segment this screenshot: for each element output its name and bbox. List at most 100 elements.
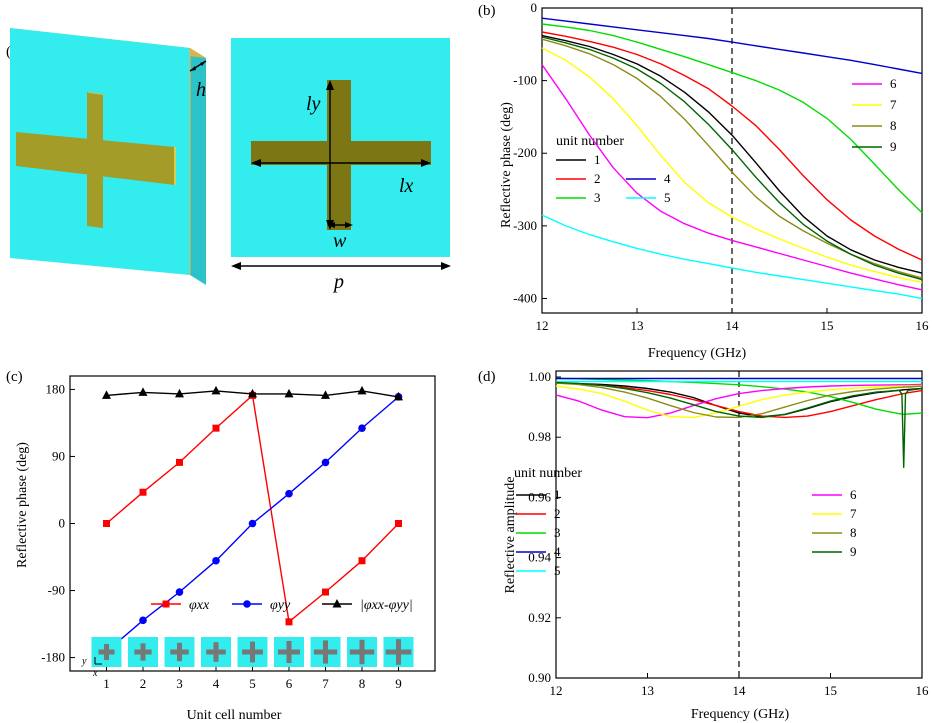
panel-b: (b) Frequency (GHz) Reflective phase (de… — [478, 0, 929, 361]
c-x-axis-label: Unit cell number — [187, 708, 282, 723]
y-tick-label: 180 — [46, 381, 66, 396]
arrow-head-icon — [326, 80, 334, 90]
legend-label: 7 — [890, 97, 897, 112]
data-point-triangle — [138, 387, 148, 396]
legend-label: 3 — [594, 190, 601, 205]
data-point-circle — [248, 519, 257, 528]
legend-label: 5 — [664, 190, 671, 205]
thumbnail-cross-horizontal — [385, 649, 412, 655]
d-legend-title: unit number — [514, 466, 582, 481]
panel-a: (a) h ly lx w — [6, 28, 451, 293]
legend-marker-triangle — [332, 599, 342, 608]
x-tick-label: 15 — [824, 683, 837, 698]
y-tick-label: -200 — [513, 145, 537, 160]
data-point-circle — [358, 424, 366, 432]
legend-marker-square — [162, 600, 170, 608]
panel-label-b: (b) — [478, 3, 496, 19]
thumbnail-cross-horizontal — [98, 649, 115, 655]
data-point-triangle — [357, 385, 367, 395]
x-tick-label: 8 — [359, 676, 366, 691]
x-tick-label: 13 — [641, 683, 654, 698]
x-tick-label: 16 — [916, 318, 930, 333]
x-tick-label: 9 — [395, 676, 402, 691]
data-point-triangle — [248, 388, 257, 398]
data-point-circle — [175, 588, 184, 596]
legend-label: 4 — [554, 544, 561, 559]
y-tick-label: 0 — [59, 516, 66, 531]
series-line-unit-7 — [555, 384, 923, 419]
thumbnail-cross-horizontal — [170, 649, 189, 655]
series-line-unit-6 — [541, 64, 923, 291]
data-point-triangle — [175, 388, 184, 398]
arrow-head-icon — [421, 159, 431, 167]
b-legend-title: unit number — [556, 134, 624, 149]
x-tick-label: 5 — [249, 676, 256, 691]
y-tick-label: -100 — [513, 73, 537, 88]
panel-label-d: (d) — [478, 369, 496, 385]
y-tick-label: 90 — [52, 448, 65, 463]
series-line-unit-9 — [541, 36, 923, 281]
data-point-square — [358, 557, 366, 565]
arrow-head-icon — [190, 66, 196, 71]
series-line-unit-8 — [555, 382, 923, 419]
x-tick-label: 6 — [286, 676, 293, 691]
legend-label: φyy — [270, 598, 291, 613]
label-h: h — [196, 79, 206, 101]
thumbnail-cross-horizontal — [349, 649, 375, 655]
b-x-axis-label: Frequency (GHz) — [648, 346, 747, 361]
cross-horizontal-bar — [16, 132, 175, 185]
arrow-head-icon — [200, 61, 206, 66]
x-tick-label: 13 — [631, 318, 644, 333]
panel-c: (c) Unit cell number Reflective phase (d… — [6, 369, 436, 723]
label-w: w — [333, 230, 347, 252]
top-view-horizontal-bar — [251, 141, 431, 165]
arrow-head-icon — [441, 262, 451, 270]
x-tick-label: 3 — [176, 676, 183, 691]
legend-label: 4 — [664, 171, 671, 186]
legend-label: 6 — [850, 487, 857, 502]
data-point-square — [139, 488, 147, 496]
label-lx: lx — [399, 175, 414, 197]
orientation-y-label: y — [81, 656, 87, 667]
legend-label: 6 — [890, 76, 897, 91]
data-point-triangle — [284, 388, 294, 398]
y-tick-label: 0.98 — [528, 429, 551, 444]
y-tick-label: 0.92 — [528, 610, 551, 625]
data-point-triangle — [321, 390, 330, 399]
cross-highlight — [87, 92, 105, 95]
legend-label: 1 — [594, 152, 601, 167]
data-point-circle — [139, 616, 147, 625]
y-tick-label: 1.00 — [528, 369, 551, 384]
legend-label: 5 — [554, 563, 561, 578]
data-point-square — [285, 618, 293, 626]
legend-label: 7 — [850, 506, 857, 521]
data-point-circle — [321, 458, 330, 467]
arrow-head-icon — [231, 262, 241, 270]
series-line-unit-1 — [541, 34, 923, 274]
arrow-head-icon — [345, 222, 353, 228]
data-point-square — [212, 424, 220, 432]
c-y-axis-label: Reflective phase (deg) — [15, 442, 30, 568]
label-ly: ly — [306, 93, 321, 115]
panel-label-c: (c) — [6, 369, 23, 385]
y-tick-label: 0 — [531, 0, 538, 15]
y-tick-label: -400 — [513, 290, 537, 305]
b-y-axis-label: Reflective phase (deg) — [499, 102, 514, 228]
y-tick-label: -90 — [48, 583, 65, 598]
data-point-square — [322, 588, 329, 596]
legend-label: φxx — [189, 598, 210, 613]
legend-label: 3 — [554, 525, 561, 540]
series-line-unit-2 — [541, 31, 923, 261]
panel-d: (d) Frequency (GHz) Reflective amplitude… — [478, 369, 929, 722]
data-point-square — [395, 520, 402, 527]
legend-label: 8 — [890, 118, 897, 133]
series-line-unit-7 — [541, 47, 923, 284]
orientation-x-label: x — [92, 668, 98, 679]
data-point-square — [103, 520, 110, 527]
series-line-square — [106, 394, 399, 624]
y-tick-label: -180 — [41, 650, 65, 665]
series-line-unit-9 — [555, 381, 923, 468]
thumbnail-cross-horizontal — [278, 649, 300, 655]
data-point-triangle — [394, 391, 403, 401]
y-tick-label: 0.90 — [528, 670, 551, 685]
